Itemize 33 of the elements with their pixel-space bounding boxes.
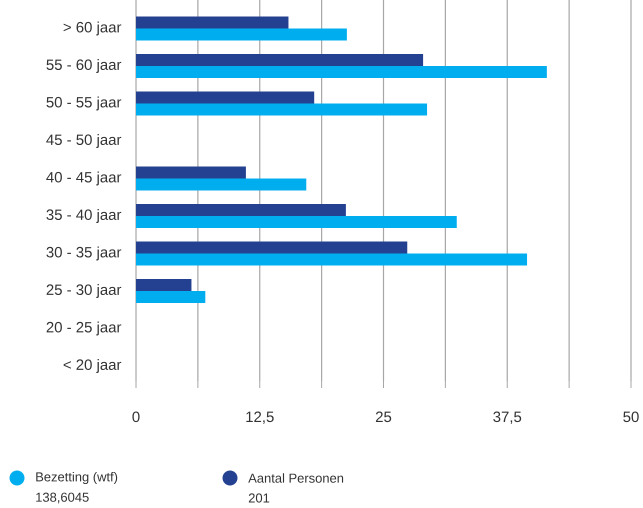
x-tick-label: 50 [623,412,639,422]
x-tick-label: 37,5 [493,412,522,424]
bar [136,91,314,104]
y-tick-label: > 60 jaar [64,22,122,36]
bar [136,66,547,78]
bar [136,16,288,28]
legend-label: Aantal Personen [248,473,344,483]
y-tick-label: 40 - 45 jaar [46,172,122,186]
bar [136,253,528,266]
bar [136,290,206,303]
text: 201 [248,493,270,503]
bar [136,28,347,40]
bar [136,241,408,254]
bar [136,103,428,116]
y-tick-label: 45 - 50 jaar [46,134,122,148]
y-tick-label: 30 - 35 jaar [46,246,122,260]
y-tick-label: 35 - 40 jaar [46,209,122,223]
y-tick-label: 25 - 30 jaar [46,284,122,298]
bar [136,54,424,66]
x-tick-label: 12,5 [246,412,274,424]
bar [136,178,306,190]
y-tick-label: 55 - 60 jaar [46,59,122,73]
y-tick-label: 50 - 55 jaar [46,96,122,110]
legend-label: Bezetting (wtf) [36,472,118,484]
bar [136,166,246,178]
text: 138,6045 [36,492,89,504]
x-tick-label: 25 [376,412,392,422]
x-tick-label: 0 [132,412,140,422]
y-tick-label: 20 - 25 jaar [46,322,122,336]
y-tick-label: < 20 jaar [64,359,122,373]
bar [136,278,192,291]
bar [136,216,457,228]
bar [136,204,346,216]
